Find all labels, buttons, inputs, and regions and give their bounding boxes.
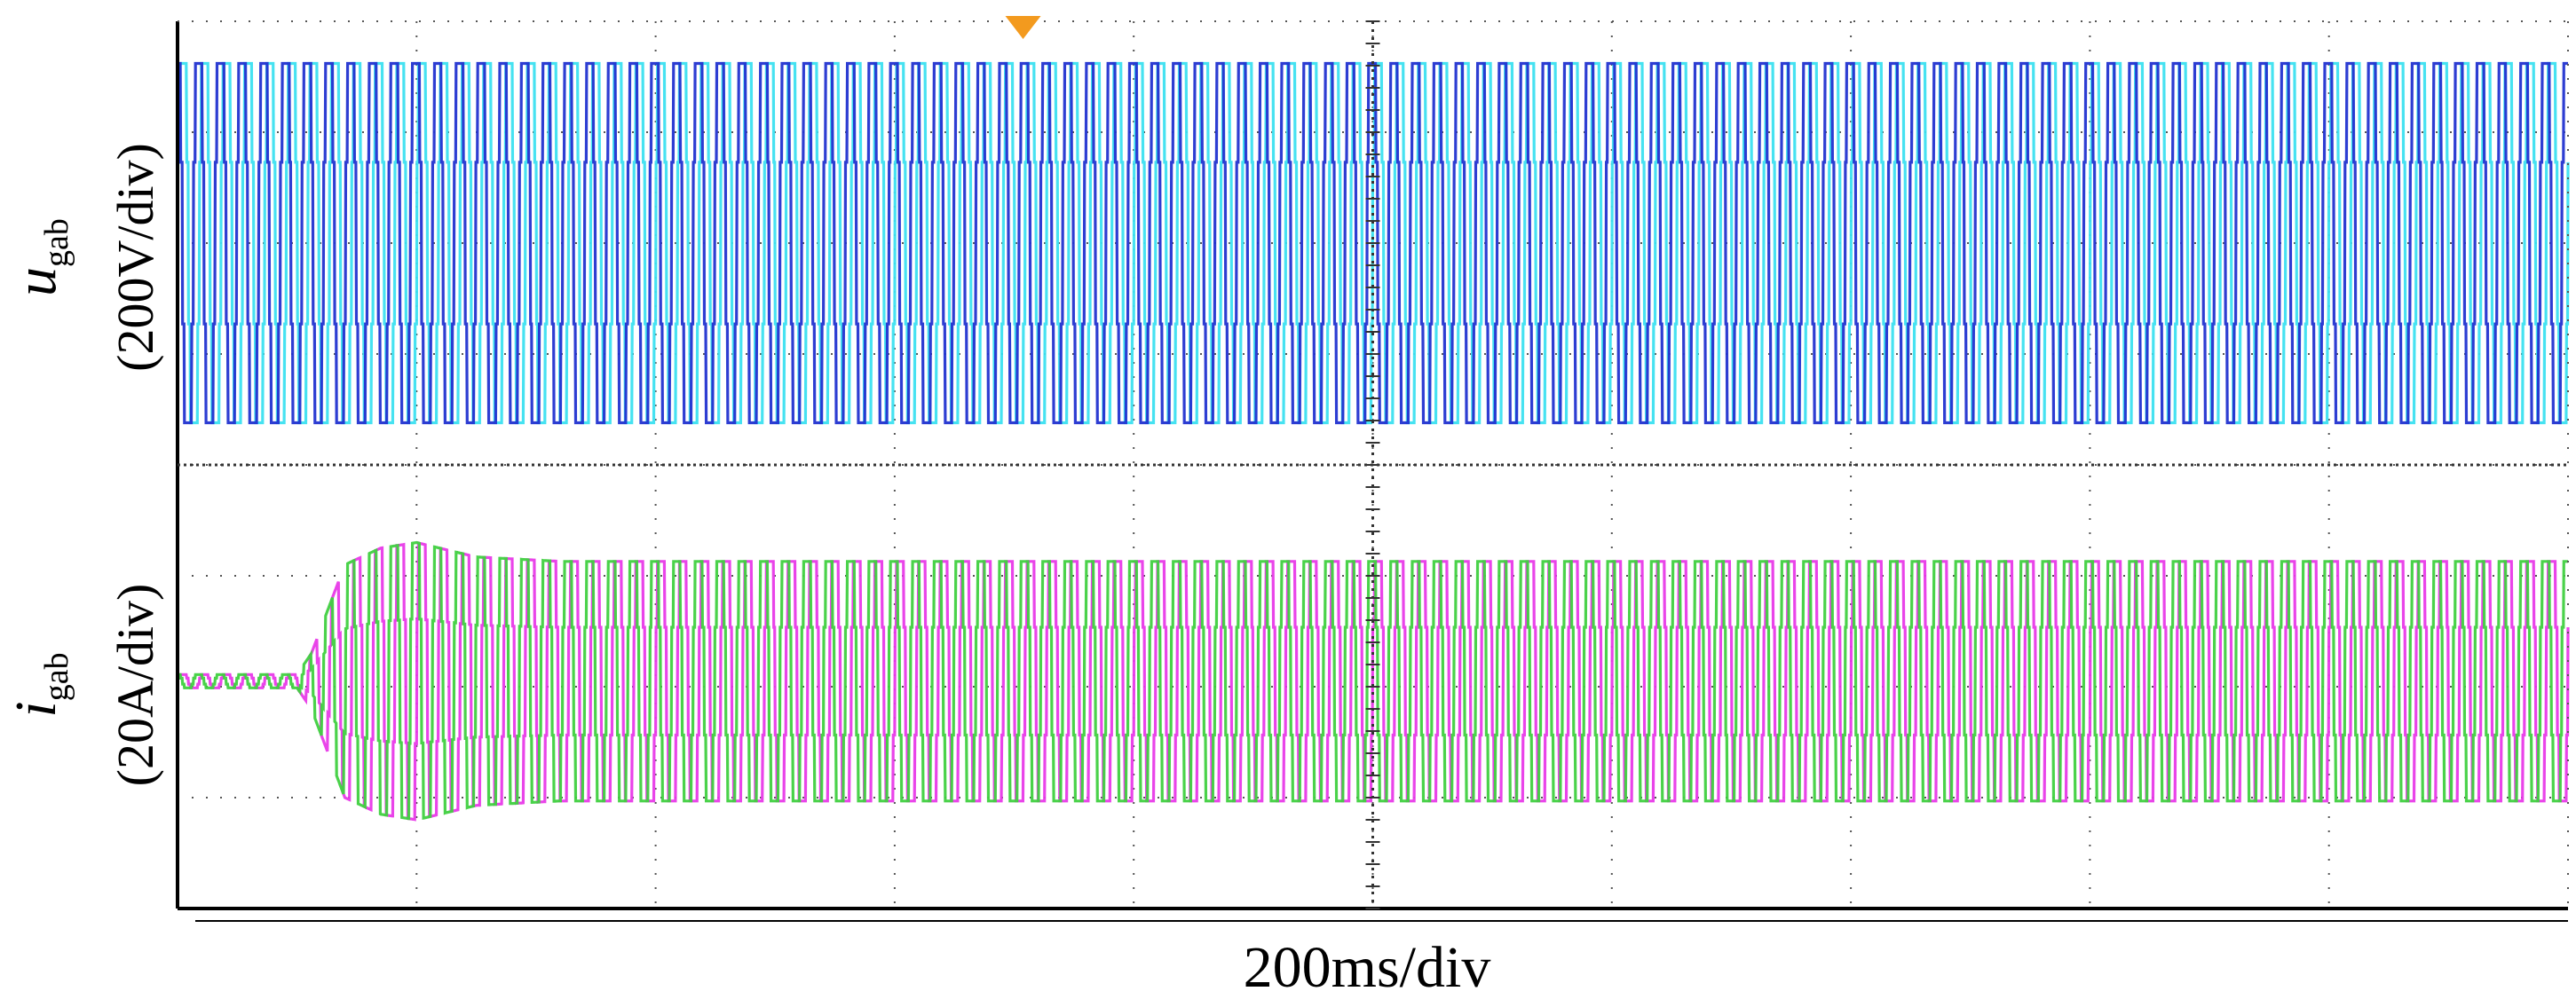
trigger-marker-icon: [1005, 16, 1041, 39]
voltage-label-variable: u: [4, 267, 68, 296]
voltage-scale-label: (200V/div): [107, 143, 164, 372]
voltage-axis-label: ugab: [4, 218, 75, 296]
current-axis-label: igab: [4, 652, 75, 717]
scope-frame: [176, 20, 2569, 922]
current-label-subscript: gab: [38, 652, 75, 701]
voltage-label-subscript: gab: [38, 218, 75, 267]
current-label-variable: i: [4, 701, 68, 717]
current-scale-label: (20A/div): [107, 584, 164, 787]
x-axis-label: 200ms/div: [1244, 935, 1491, 1000]
trace-i-gb: [178, 540, 2568, 821]
